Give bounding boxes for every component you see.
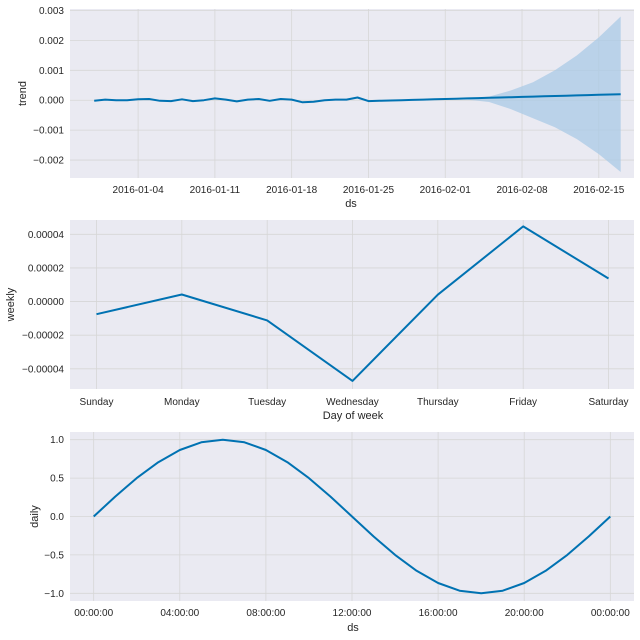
y-tick-label: 0.000 xyxy=(39,96,64,107)
weekly-line xyxy=(96,225,610,382)
y-tick-label: 0.00002 xyxy=(28,263,65,274)
trend-line xyxy=(94,93,621,104)
y-tick-label: 0.00000 xyxy=(28,297,65,308)
y-tick-label: 0.003 xyxy=(39,6,64,17)
y-tick-label: 0.5 xyxy=(50,474,64,485)
x-tick-label: 2016-01-04 xyxy=(113,185,165,196)
x-tick-label: 16:00:00 xyxy=(419,608,458,619)
daily-line xyxy=(93,438,611,595)
x-tick-label: Friday xyxy=(509,397,537,408)
x-tick-label: 2016-01-18 xyxy=(266,185,318,196)
x-tick-label: Monday xyxy=(164,397,200,408)
y-tick-label: 0.001 xyxy=(39,66,64,77)
y-tick-label: 1.0 xyxy=(50,435,64,446)
y-tick-label: 0.00004 xyxy=(28,230,65,241)
x-tick-label: 2016-01-25 xyxy=(343,185,395,196)
uncertainty-band xyxy=(445,16,621,172)
y-tick-label: −0.5 xyxy=(44,550,64,561)
y-tick-label: −0.002 xyxy=(33,156,64,167)
x-tick-label: 12:00:00 xyxy=(333,608,372,619)
y-axis-label: daily xyxy=(29,505,41,528)
y-tick-label: 0.002 xyxy=(39,36,64,47)
weekly-panel: −0.00004 −0.00002 0.00000 0.00002 0.00004 Sun… xyxy=(5,220,634,422)
x-axis-label: Day of week xyxy=(323,410,384,422)
x-tick-label: 20:00:00 xyxy=(505,608,544,619)
x-tick-label: Wednesday xyxy=(326,397,379,408)
trend-panel: −0.002 −0.001 0.000 0.001 0.002 0.003 2016-01-… xyxy=(17,6,634,210)
plot-background xyxy=(70,220,634,389)
x-tick-label: Tuesday xyxy=(248,397,286,408)
x-axis-label: ds xyxy=(345,198,357,210)
x-tick-label: Saturday xyxy=(588,397,628,408)
daily-panel: −1.0 −0.5 0.0 0.5 1.0 00:00:00 04:00:00 08:00:0… xyxy=(29,432,634,634)
y-tick-label: −0.00004 xyxy=(22,364,64,375)
x-tick-label: Sunday xyxy=(80,397,114,408)
x-tick-label: 2016-02-15 xyxy=(573,185,625,196)
x-tick-label: 00:00:00 xyxy=(591,608,630,619)
y-axis-label: weekly xyxy=(5,287,17,322)
x-tick-label: 04:00:00 xyxy=(160,608,199,619)
x-tick-label: Thursday xyxy=(417,397,459,408)
y-tick-label: −0.001 xyxy=(33,126,64,137)
x-tick-label: 2016-01-11 xyxy=(190,185,241,196)
y-tick-label: −1.0 xyxy=(44,589,64,600)
y-axis-label: trend xyxy=(17,81,29,106)
x-axis-label: ds xyxy=(347,622,359,634)
y-tick-label: 0.0 xyxy=(50,512,64,523)
x-tick-label: 00:00:00 xyxy=(74,608,113,619)
y-tick-label: −0.00002 xyxy=(22,331,64,342)
x-tick-label: 08:00:00 xyxy=(246,608,285,619)
x-tick-label: 2016-02-08 xyxy=(496,185,548,196)
x-tick-label: 2016-02-01 xyxy=(420,185,472,196)
